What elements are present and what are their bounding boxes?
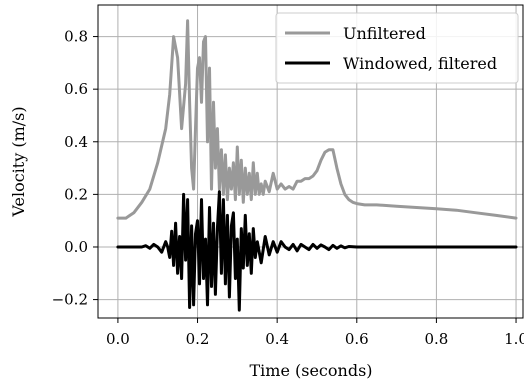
x-tick-label: 0.0 xyxy=(106,330,130,348)
series-line-unfiltered xyxy=(116,19,518,220)
legend-box xyxy=(275,12,519,84)
plot-frame xyxy=(97,4,524,319)
y-tick-label: 0.2 xyxy=(64,185,88,203)
y-tick-label: 0.8 xyxy=(64,28,88,46)
y-axis-label: Velocity (m/s) xyxy=(9,106,28,217)
legend: Unfiltered Windowed, filtered xyxy=(275,12,519,84)
x-tick-label: 0.4 xyxy=(265,330,289,348)
y-tick-label: 0.4 xyxy=(64,133,88,151)
y-tick-label: −0.2 xyxy=(52,291,88,309)
series-line-windowed-filtered xyxy=(116,190,518,312)
axis-ticks: 0.0 0.2 0.4 0.6 0.8 1.0 −0.2 0.0 0.2 0.4 0.6 0.8 xyxy=(52,28,524,348)
x-tick-label: 0.2 xyxy=(186,330,210,348)
y-tick-label: 0.0 xyxy=(64,238,88,256)
legend-label-unfiltered: Unfiltered xyxy=(343,24,426,43)
x-tick-label: 1.0 xyxy=(504,330,524,348)
legend-label-windowed-filtered: Windowed, filtered xyxy=(343,54,497,73)
series-layer xyxy=(116,19,518,312)
x-tick-label: 0.8 xyxy=(424,330,448,348)
x-axis-label: Time (seconds) xyxy=(249,361,372,380)
y-tick-label: 0.6 xyxy=(64,80,88,98)
x-tick-label: 0.6 xyxy=(345,330,369,348)
